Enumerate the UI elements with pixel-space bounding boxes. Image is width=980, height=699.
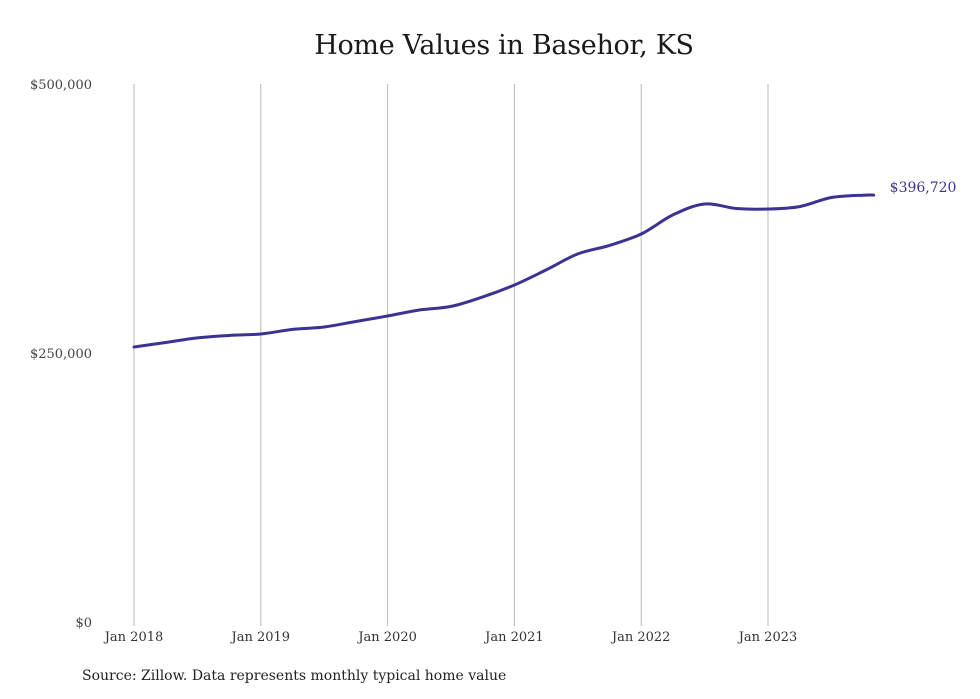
end-value-label: $396,720 xyxy=(890,180,957,196)
y-axis-ticks: $500,000 $250,000 $0 xyxy=(30,78,92,631)
source-note: Source: Zillow. Data represents monthly … xyxy=(82,668,507,684)
x-tick-label: Jan 2018 xyxy=(103,630,164,645)
x-tick-label: Jan 2019 xyxy=(230,630,291,645)
x-tick-label: Jan 2020 xyxy=(356,630,417,645)
vertical-gridlines xyxy=(133,84,769,626)
x-axis-ticks: Jan 2018 Jan 2019 Jan 2020 Jan 2021 Jan 2022… xyxy=(103,630,798,645)
y-tick-label: $500,000 xyxy=(30,78,92,93)
x-tick-label: Jan 2021 xyxy=(483,630,544,645)
home-value-line xyxy=(132,193,876,349)
x-tick-label: Jan 2023 xyxy=(737,630,798,645)
x-tick-label: Jan 2022 xyxy=(610,630,671,645)
y-tick-label: $0 xyxy=(75,616,92,631)
y-tick-label: $250,000 xyxy=(30,347,92,362)
chart-title: Home Values in Basehor, KS xyxy=(314,30,694,61)
